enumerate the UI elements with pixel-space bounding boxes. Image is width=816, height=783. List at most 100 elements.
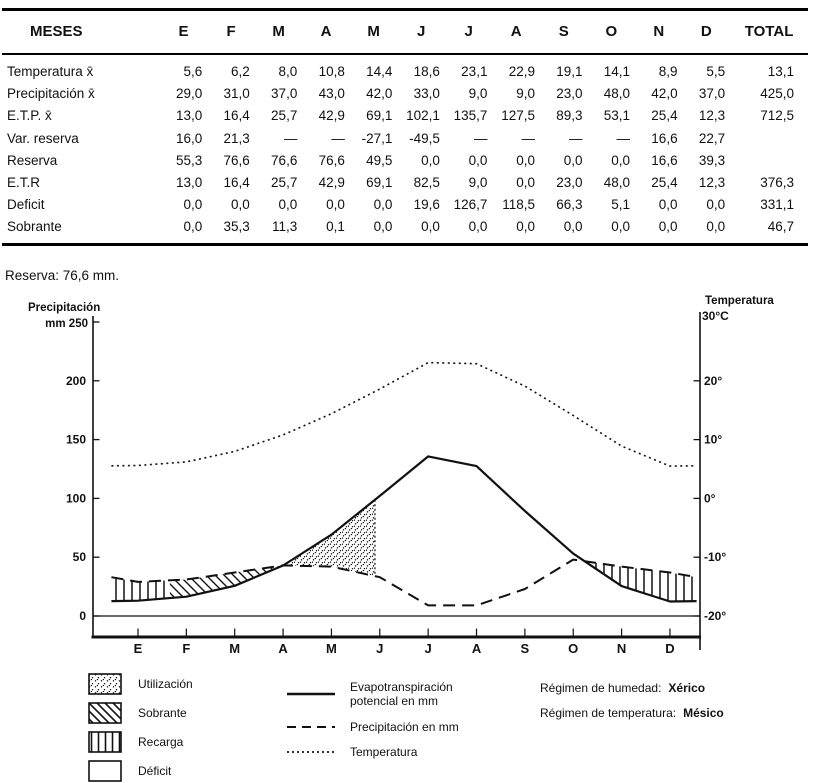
table-cell: 42,9	[318, 174, 345, 190]
table-header-month: D	[682, 9, 731, 55]
table-header-month: S	[539, 9, 588, 55]
table-cell: 0,0	[373, 197, 393, 213]
left-axis-tick-label: 200	[66, 374, 86, 388]
legend-swatch-diagonal-icon	[88, 702, 122, 724]
table-cell: 6,2	[231, 64, 250, 79]
table-cell: 43,0	[318, 86, 345, 102]
climograph-chart: 0 50 100 150 200 Precipitación mm 250 20° 10° 0° -…	[28, 295, 774, 656]
table-row: E.T.R 13,0 16,4 25,7 42,9 69,1 82,5 9,0 0,0 23,0 4…	[2, 171, 808, 193]
table-header-month: J	[397, 9, 445, 55]
table-cell: 16,0	[175, 130, 203, 146]
table-header-row: MESES E F M A M J J A S O N D TOTAL	[2, 9, 808, 55]
table-cell: —	[521, 130, 535, 146]
table-cell: 0,0	[421, 219, 440, 235]
curve-temperatura	[111, 361, 697, 467]
right-axis-tick-label: 0°	[704, 491, 716, 505]
x-axis-month-label: J	[425, 641, 432, 656]
legend-line-items: Evapotranspiración potencial en mm Precipi…	[286, 680, 459, 760]
left-axis-tick-label: 150	[66, 433, 86, 447]
table-header-meses: MESES	[2, 9, 160, 55]
x-axis-month-label: M	[229, 641, 240, 656]
table-cell: 16,6	[651, 152, 678, 168]
left-axis-tick-label: 100	[66, 491, 86, 505]
table-cell: 37,0	[698, 86, 726, 102]
table-cell: 13,0	[175, 174, 203, 190]
table-cell-total: 376,3	[760, 174, 794, 190]
regimen-notes: Régimen de humedad: Xérico Régimen de temp…	[540, 681, 724, 720]
table-cell: 0,0	[183, 219, 203, 235]
table-cell: 0,0	[516, 152, 535, 168]
table-header-total: TOTAL	[730, 9, 808, 55]
right-axis-tick-label: -10°	[704, 550, 726, 564]
right-axis-tick-label: -20°	[704, 609, 726, 623]
table-row: Deficit 0,0 0,0 0,0 0,0 0,0 19,6 126,7 118,5 66,3…	[2, 194, 808, 216]
reserva-note: Reserva: 76,6 mm.	[5, 268, 120, 283]
table-cell: 69,1	[366, 108, 393, 124]
legend-area-items: Utilización Sobrante Recarga Déficit	[88, 673, 193, 782]
left-axis-title: Precipitación	[28, 302, 100, 314]
table-cell: 13,0	[175, 108, 203, 124]
table-cell: 48,0	[603, 174, 631, 190]
row-label: Var. reserva	[7, 130, 79, 146]
row-label: Deficit	[7, 197, 45, 213]
table-cell: 9,0	[468, 174, 488, 190]
right-axis-top-label: 30°C	[702, 309, 729, 323]
table-cell: 0,1	[326, 219, 345, 235]
table-cell: -49,5	[409, 130, 440, 146]
regimen-note: Régimen de humedad: Xérico	[540, 681, 724, 695]
table-header-month: J	[444, 9, 493, 55]
x-axis-month-label: A	[472, 641, 482, 656]
table-cell: 76,6	[318, 152, 345, 168]
legend-item-label: Recarga	[138, 735, 184, 749]
table-cell: 0,0	[563, 219, 583, 235]
table-cell-total: 331,1	[760, 197, 794, 213]
table-cell: 8,0	[278, 64, 298, 79]
table-header: MESES E F M A M J J A S O N D TOTAL	[2, 9, 808, 55]
table-cell: 0,0	[706, 219, 726, 235]
table-row: Sobrante 0,0 35,3 11,3 0,1 0,0 0,0 0,0 0,0 0,0 0,0…	[2, 216, 808, 245]
legend-item-diagonal: Sobrante	[88, 702, 193, 724]
table-row: E.T.P. x̄ 13,0 16,4 25,7 42,9 69,1 102,1 135,7 1…	[2, 105, 808, 127]
row-label: Precipitación x̄	[7, 86, 95, 102]
regimen-value: Mésico	[683, 706, 724, 720]
table-cell: 0,0	[326, 197, 345, 213]
table-cell: 25,4	[651, 174, 678, 190]
table-cell: 89,3	[556, 108, 583, 124]
table-cell: 14,1	[603, 64, 631, 79]
table-cell: 16,4	[223, 108, 250, 124]
legend-line-item-solid: Evapotranspiración potencial en mm	[286, 680, 459, 709]
x-axis-month-label: D	[665, 641, 674, 656]
regimen-label: Régimen de humedad:	[540, 681, 662, 695]
table-cell-total: 13,1	[767, 64, 794, 79]
table-cell: 53,1	[603, 108, 631, 124]
legend-line-label: Precipitación en mm	[350, 719, 459, 734]
table-cell: 0,0	[468, 152, 488, 168]
row-label: E.T.P. x̄	[7, 108, 52, 124]
left-axis-unit-label: mm 250	[45, 318, 88, 330]
table-cell: 33,0	[413, 86, 440, 102]
table-cell: 23,0	[556, 86, 583, 102]
table-header-month: A	[302, 9, 350, 55]
table-cell: 11,3	[272, 219, 298, 235]
legend-line-label: Temperatura	[350, 745, 418, 760]
legend-swatch-none-icon	[88, 760, 122, 782]
x-axis-month-label: S	[521, 641, 530, 656]
table-cell: 0,0	[373, 219, 393, 235]
table-cell: 66,3	[556, 197, 583, 213]
legend-item-vertical: Recarga	[88, 731, 193, 753]
table-cell: 42,0	[651, 86, 678, 102]
table-cell: 16,4	[223, 174, 250, 190]
table-cell-total	[730, 149, 808, 171]
table-cell: —	[616, 130, 631, 146]
table-cell: 5,5	[706, 64, 726, 79]
table-cell: 0,0	[516, 174, 535, 190]
table-cell: 0,0	[563, 152, 583, 168]
table-cell: 21,3	[223, 130, 250, 146]
table-cell: 0,0	[611, 152, 631, 168]
table-cell: 0,0	[231, 197, 250, 213]
row-label: Reserva	[7, 152, 58, 168]
table-row: Var. reserva 16,0 21,3 — — -27,1 -49,5 — — — — 16,6…	[2, 127, 808, 149]
table-cell: 12,3	[698, 108, 726, 124]
legend-swatch-dots-icon	[88, 673, 122, 695]
table-cell: 18,6	[413, 64, 440, 79]
